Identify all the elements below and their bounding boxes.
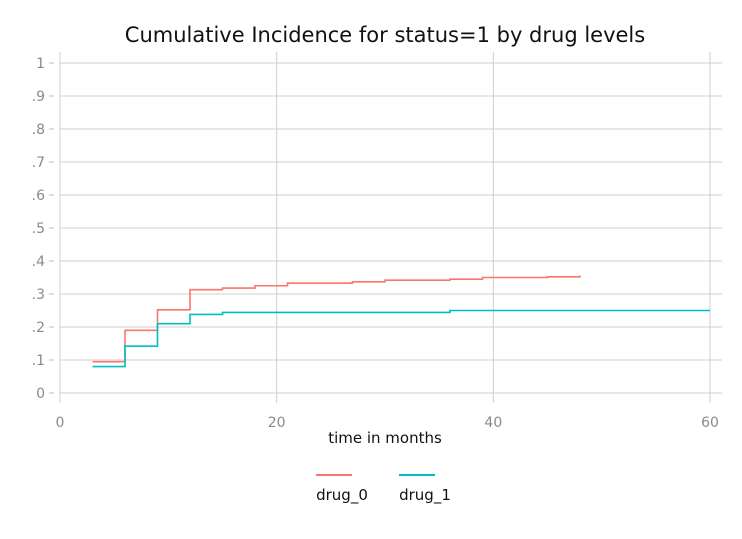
y-tick-label: .1 (32, 353, 45, 369)
legend-label: drug_1 (399, 486, 451, 505)
x-axis-title: time in months (328, 429, 442, 447)
x-tick-label: 0 (56, 415, 65, 431)
y-tick-label: .8 (32, 122, 45, 138)
y-tick-label: 0 (36, 386, 45, 402)
x-tick-label: 20 (268, 415, 286, 431)
chart-title: Cumulative Incidence for status=1 by dru… (125, 23, 645, 47)
x-tick-label: 60 (701, 415, 719, 431)
series-line-drug_1 (92, 309, 710, 368)
legend-label: drug_0 (316, 486, 368, 505)
y-axis-ticks: 0 .1 .2 .3 .4 .5 .6 .7 .8 .9 1 (32, 56, 54, 402)
series-line-drug_0 (92, 275, 581, 363)
series-lines (92, 275, 710, 368)
y-tick-label: .3 (32, 287, 45, 303)
y-tick-label: .6 (32, 188, 45, 204)
legend: drug_0 drug_1 (316, 474, 451, 505)
y-tick-label: .4 (32, 254, 45, 270)
y-tick-label: .5 (32, 221, 45, 237)
y-tick-label: .9 (32, 89, 45, 105)
x-tick-label: 40 (484, 415, 502, 431)
x-axis-ticks: 0 20 40 60 (56, 415, 719, 431)
grid (59, 52, 722, 403)
y-tick-label: .2 (32, 320, 45, 336)
y-tick-label: 1 (36, 56, 45, 72)
y-tick-label: .7 (32, 155, 45, 171)
